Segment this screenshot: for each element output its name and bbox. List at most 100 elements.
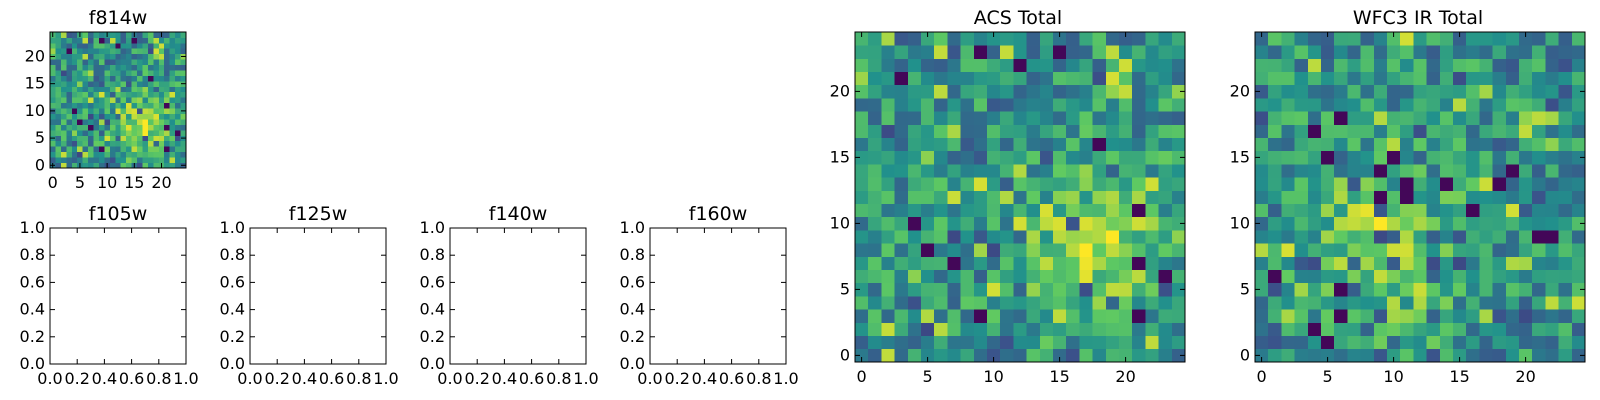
heatmap-cell — [894, 243, 909, 257]
heatmap-cell — [131, 48, 138, 55]
heatmap-cell — [137, 80, 143, 87]
heatmap-cell — [1026, 230, 1041, 244]
heatmap-cell — [907, 84, 922, 99]
heatmap-cell — [921, 98, 935, 112]
heatmap-cell — [973, 111, 988, 125]
y-tick-label: 0.4 — [620, 300, 645, 319]
y-tick-label: 1.0 — [420, 218, 445, 237]
heatmap-cell — [175, 102, 181, 109]
heatmap-cell — [1132, 137, 1146, 152]
heatmap-cell — [973, 256, 988, 270]
heatmap-cell — [907, 164, 922, 178]
heatmap-cell — [1373, 137, 1388, 152]
y-tick-label: 0.4 — [220, 300, 245, 319]
heatmap-cell — [1268, 98, 1282, 112]
heatmap-cell — [1000, 269, 1014, 284]
heatmap-cell — [120, 37, 127, 44]
heatmap-cell — [142, 86, 149, 93]
heatmap-cell — [147, 75, 154, 82]
heatmap-cell — [1026, 296, 1041, 310]
heatmap-cell — [868, 256, 882, 270]
heatmap-cell — [921, 282, 935, 297]
heatmap-cell — [1119, 98, 1133, 112]
heatmap-cell — [71, 108, 78, 114]
heatmap-cell — [120, 113, 127, 120]
heatmap-cell — [1505, 32, 1520, 46]
heatmap-cell — [1105, 322, 1120, 336]
heatmap-cell — [158, 91, 165, 98]
heatmap-cell — [868, 230, 882, 244]
heatmap-cell — [1492, 190, 1507, 204]
heatmap-cell — [164, 53, 171, 60]
heatmap-cell — [973, 58, 988, 72]
heatmap-cell — [104, 135, 111, 142]
heatmap-cell — [1132, 230, 1146, 244]
heatmap-cell — [104, 146, 111, 153]
heatmap-cell — [1571, 190, 1586, 204]
heatmap-cell — [1426, 124, 1441, 138]
heatmap-cell — [1105, 203, 1120, 218]
heatmap-cell — [1505, 309, 1520, 323]
heatmap-cell — [1268, 177, 1282, 191]
heatmap-cell — [1334, 296, 1348, 310]
heatmap-cell — [1492, 71, 1507, 86]
heatmap-cell — [142, 151, 149, 158]
y-tick-label: 0.8 — [420, 245, 445, 264]
heatmap-cell — [1413, 71, 1427, 86]
heatmap-cell — [907, 269, 922, 284]
heatmap-cell — [158, 42, 165, 49]
heatmap-cell — [973, 282, 988, 297]
heatmap-cell — [175, 48, 181, 55]
heatmap-cell — [1281, 309, 1295, 323]
heatmap-cell — [115, 32, 122, 38]
heatmap-cell — [868, 203, 882, 218]
heatmap-cell — [934, 348, 948, 363]
heatmap-cell — [55, 48, 62, 55]
heatmap-cell — [115, 97, 122, 104]
y-tick-label: 5 — [840, 279, 850, 298]
heatmap-cell — [1439, 335, 1454, 350]
heatmap-cell — [1400, 256, 1414, 270]
heatmap-cell — [1321, 177, 1335, 191]
heatmap-cell — [855, 243, 869, 257]
heatmap-cell — [55, 42, 62, 49]
heatmap-cell — [1347, 137, 1361, 152]
heatmap-cell — [164, 129, 171, 136]
panel-f160w: f160w 0.0 0.2 0.4 0.6 0.8 1.00.00.20.40.60.81… — [620, 203, 799, 388]
heatmap-cell — [960, 32, 975, 46]
heatmap-cell — [1321, 71, 1335, 86]
heatmap-cell — [1255, 348, 1269, 363]
heatmap-cell — [960, 150, 975, 165]
heatmap-cell — [1079, 216, 1093, 231]
heatmap-cell — [973, 203, 988, 218]
heatmap-cell — [1426, 282, 1441, 297]
heatmap-cell — [109, 64, 116, 71]
heatmap-cell — [71, 64, 78, 71]
heatmap-cell — [960, 348, 975, 363]
heatmap-cell — [1466, 177, 1480, 191]
heatmap-cell — [137, 140, 143, 147]
heatmap-cell — [1092, 190, 1107, 204]
heatmap-cell — [1479, 335, 1493, 350]
heatmap-cell — [126, 124, 132, 131]
heatmap-cell — [1387, 177, 1401, 191]
heatmap-cell — [104, 124, 111, 131]
heatmap-cell — [175, 64, 181, 71]
heatmap-cell — [1466, 137, 1480, 152]
heatmap-cell — [1373, 309, 1388, 323]
heatmap-cell — [1400, 296, 1414, 310]
heatmap-cell — [66, 102, 73, 109]
heatmap-cell — [907, 71, 922, 86]
heatmap-cell — [1545, 256, 1559, 270]
heatmap-cell — [98, 59, 105, 66]
heatmap-cell — [1492, 84, 1507, 99]
heatmap-cell — [855, 282, 869, 297]
heatmap-cell — [147, 102, 154, 109]
heatmap-cell — [1439, 216, 1454, 231]
heatmap-cell — [153, 53, 160, 60]
heatmap-cell — [142, 42, 149, 49]
heatmap-cell — [960, 124, 975, 138]
heatmap-cell — [71, 53, 78, 60]
heatmap-cell — [93, 102, 100, 109]
heatmap-cell — [169, 113, 176, 120]
